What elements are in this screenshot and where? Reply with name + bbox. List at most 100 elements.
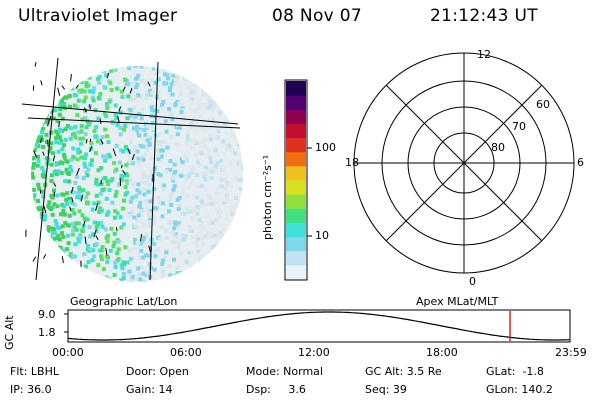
image-pixel bbox=[49, 141, 54, 146]
image-pixel bbox=[239, 80, 243, 85]
image-pixel bbox=[164, 250, 169, 255]
image-pixel bbox=[79, 80, 84, 85]
image-pixel bbox=[132, 96, 137, 101]
image-pixel bbox=[62, 204, 66, 209]
image-pixel bbox=[226, 269, 231, 274]
image-pixel bbox=[114, 190, 119, 195]
image-pixel bbox=[137, 190, 142, 195]
image-pixel bbox=[156, 139, 161, 144]
image-pixel bbox=[203, 145, 208, 150]
image-pixel bbox=[132, 215, 137, 220]
image-pixel bbox=[54, 140, 59, 145]
image-pixel bbox=[83, 95, 88, 100]
image-pixel bbox=[44, 92, 49, 97]
image-pixel bbox=[149, 105, 154, 110]
image-pixel bbox=[244, 69, 248, 73]
image-pixel bbox=[216, 152, 220, 157]
image-pixel bbox=[33, 240, 38, 245]
image-pixel bbox=[217, 110, 222, 115]
image-pixel bbox=[85, 191, 90, 196]
image-pixel bbox=[214, 190, 219, 195]
image-pixel bbox=[231, 111, 236, 115]
image-pixel bbox=[42, 217, 47, 222]
image-pixel bbox=[195, 231, 200, 236]
image-pixel bbox=[100, 245, 105, 249]
image-pixel bbox=[197, 98, 202, 103]
image-pixel bbox=[36, 199, 40, 203]
image-pixel bbox=[32, 79, 37, 84]
image-pixel bbox=[186, 137, 190, 142]
image-pixel bbox=[176, 244, 181, 249]
image-pixel bbox=[38, 90, 43, 95]
image-pixel bbox=[85, 173, 90, 178]
image-pixel bbox=[216, 264, 221, 269]
image-pixel bbox=[235, 135, 240, 140]
image-pixel bbox=[214, 206, 219, 211]
image-pixel bbox=[184, 282, 188, 286]
mlat-label-60: 60 bbox=[536, 98, 550, 111]
time-tick-0000: 00:00 bbox=[52, 346, 84, 359]
image-pixel bbox=[40, 121, 45, 126]
image-pixel bbox=[44, 268, 48, 273]
image-pixel bbox=[76, 147, 81, 152]
image-pixel bbox=[163, 81, 168, 86]
image-pixel bbox=[112, 272, 117, 277]
image-pixel bbox=[173, 169, 178, 174]
image-pixel bbox=[221, 167, 226, 172]
image-pixel bbox=[131, 283, 135, 287]
coastline-mark bbox=[131, 153, 135, 161]
image-pixel bbox=[238, 97, 243, 102]
image-pixel bbox=[143, 284, 147, 288]
image-pixel bbox=[63, 179, 68, 184]
image-pixel bbox=[79, 129, 84, 134]
image-pixel bbox=[86, 66, 91, 71]
colorbar-unit-label: photon cm⁻²s⁻¹ bbox=[261, 154, 274, 240]
image-pixel bbox=[83, 264, 88, 269]
image-pixel bbox=[222, 151, 227, 156]
image-pixel bbox=[74, 174, 79, 179]
image-pixel bbox=[206, 193, 211, 198]
image-pixel bbox=[147, 182, 152, 187]
image-pixel bbox=[123, 281, 128, 282]
image-pixel bbox=[221, 139, 225, 144]
image-pixel bbox=[97, 209, 102, 214]
image-pixel bbox=[230, 69, 235, 74]
image-pixel bbox=[75, 113, 80, 118]
image-pixel bbox=[216, 88, 221, 93]
image-pixel bbox=[56, 169, 61, 174]
image-pixel bbox=[222, 200, 227, 205]
image-pixel bbox=[224, 242, 229, 247]
image-pixel bbox=[117, 160, 122, 165]
image-pixel bbox=[149, 108, 154, 113]
image-pixel bbox=[172, 278, 177, 282]
image-pixel bbox=[91, 89, 96, 94]
image-pixel bbox=[99, 220, 104, 225]
image-pixel bbox=[159, 148, 164, 153]
image-pixel bbox=[75, 195, 80, 200]
image-pixel bbox=[121, 222, 126, 227]
time-tick-1800: 18:00 bbox=[426, 346, 458, 359]
image-pixel bbox=[239, 102, 243, 106]
image-pixel bbox=[70, 232, 75, 237]
image-pixel bbox=[150, 121, 155, 125]
image-pixel bbox=[70, 260, 75, 265]
image-pixel bbox=[190, 145, 195, 150]
image-pixel bbox=[61, 248, 66, 253]
image-pixel bbox=[236, 177, 241, 182]
image-pixel bbox=[106, 210, 111, 215]
image-pixel bbox=[126, 94, 131, 99]
image-pixel bbox=[203, 165, 208, 170]
image-pixel bbox=[78, 235, 83, 240]
image-pixel bbox=[59, 171, 64, 175]
image-pixel bbox=[146, 175, 151, 180]
image-pixel bbox=[51, 258, 56, 263]
image-pixel bbox=[220, 280, 225, 282]
coastline-mark bbox=[39, 137, 43, 144]
apex-grid-label: Apex MLat/MLT bbox=[416, 295, 499, 308]
image-pixel bbox=[234, 196, 238, 200]
image-pixel bbox=[197, 71, 202, 76]
image-pixel bbox=[120, 206, 125, 211]
image-pixel bbox=[136, 161, 141, 166]
image-pixel bbox=[127, 66, 132, 70]
image-pixel bbox=[152, 241, 157, 246]
